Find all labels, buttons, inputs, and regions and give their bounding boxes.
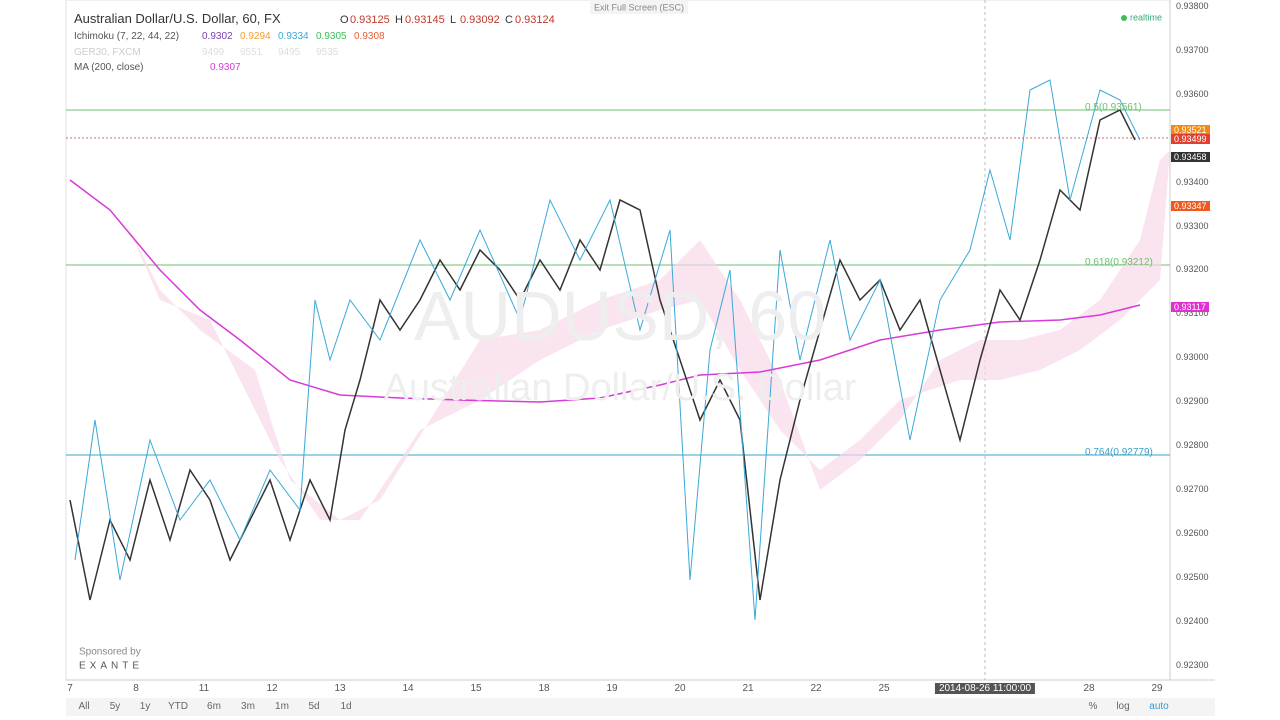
- time-label: 11: [198, 683, 210, 694]
- price-badge: 0.93458: [1171, 152, 1210, 162]
- time-label: 15: [470, 683, 482, 694]
- time-label: 14: [402, 683, 414, 694]
- time-label: 28: [1083, 683, 1095, 694]
- price-badge: 0.93347: [1171, 201, 1210, 211]
- indicator-value: 0.9308: [354, 31, 385, 42]
- indicator-name[interactable]: GER30, FXCM: [74, 46, 141, 58]
- indicator-value: 0.9302: [202, 31, 233, 42]
- realtime-dot: [1121, 15, 1127, 21]
- ohlc-value: 0.93145: [405, 14, 445, 26]
- option-button[interactable]: log: [1116, 701, 1130, 712]
- time-label: 13: [334, 683, 346, 694]
- ohlc-label: O: [340, 14, 349, 26]
- ohlc-value: 0.93092: [460, 14, 500, 26]
- range-button[interactable]: 5d: [308, 701, 320, 712]
- range-button[interactable]: 1m: [275, 701, 289, 712]
- price-label: 0.93100: [1176, 308, 1209, 319]
- sponsor-caption: Sponsored by: [79, 647, 141, 658]
- indicator-value: 0.9307: [210, 62, 241, 73]
- fib-label: 0.618(0.93212): [1085, 257, 1153, 268]
- time-label: 2014-08-26 11:00:00: [934, 683, 1036, 694]
- range-button[interactable]: 5y: [109, 701, 121, 712]
- price-badge: 0.93117: [1171, 302, 1209, 312]
- time-label: 25: [878, 683, 890, 694]
- price-label: 0.92700: [1176, 483, 1209, 494]
- ohlc-label: C: [505, 14, 513, 26]
- time-label: 29: [1151, 683, 1163, 694]
- ohlc-value: 0.93125: [350, 14, 390, 26]
- price-label: 0.93800: [1176, 1, 1209, 11]
- range-button[interactable]: YTD: [168, 701, 188, 712]
- time-label: 8: [133, 683, 139, 694]
- toolbar: [66, 698, 1215, 716]
- ohlc-value: 0.93124: [515, 14, 555, 26]
- indicator-value: 9499: [202, 46, 225, 58]
- exit-button-bg: [590, 0, 688, 14]
- indicator-name[interactable]: Ichimoku (7, 22, 44, 22): [74, 31, 180, 42]
- time-label: 19: [606, 683, 618, 694]
- price-label: 0.93200: [1176, 264, 1209, 275]
- ohlc-label: L: [450, 14, 457, 26]
- ohlc-label: H: [395, 14, 403, 26]
- time-label: 20: [674, 683, 686, 694]
- price-label: 0.92800: [1176, 440, 1209, 450]
- exit-fullscreen[interactable]: Exit Full Screen (ESC): [594, 2, 684, 12]
- price-candles: [69, 108, 1136, 601]
- option-button[interactable]: auto: [1149, 701, 1169, 712]
- ichimoku-lagging: [74, 79, 1141, 621]
- watermark-symbol: AUDUSD, 60: [414, 277, 826, 355]
- price-badge: 0.93521: [1171, 125, 1210, 135]
- option-button[interactable]: %: [1088, 701, 1098, 712]
- indicator-value: 0.9294: [240, 31, 271, 42]
- indicator-value: 9495: [278, 46, 301, 58]
- indicator-value: 9535: [316, 46, 339, 58]
- time-label: 21: [742, 683, 754, 694]
- price-label: 0.93400: [1176, 176, 1209, 187]
- price-label: 0.92300: [1176, 659, 1209, 670]
- range-button[interactable]: 3m: [241, 701, 255, 712]
- range-button[interactable]: All: [78, 701, 90, 712]
- range-button[interactable]: 1d: [340, 701, 352, 712]
- time-label: 18: [538, 683, 550, 694]
- watermark-description: Australian Dollar/U.S. Dollar: [383, 367, 856, 409]
- price-label: 0.93000: [1176, 352, 1209, 363]
- fib-label: 0.5(0.93561): [1085, 102, 1142, 113]
- range-button[interactable]: 6m: [207, 701, 221, 712]
- price-label: 0.92900: [1176, 396, 1209, 407]
- time-label: 12: [266, 683, 278, 694]
- price-label: 0.92500: [1176, 571, 1209, 582]
- indicator-name[interactable]: MA (200, close): [74, 62, 144, 73]
- price-label: 0.93300: [1176, 220, 1209, 231]
- indicator-value: 0.9305: [316, 31, 347, 42]
- sponsor-brand[interactable]: EXANTE: [79, 661, 143, 672]
- price-label: 0.93700: [1176, 44, 1209, 55]
- price-badge: 0.93499: [1171, 134, 1210, 144]
- range-button[interactable]: 1y: [139, 701, 151, 712]
- price-label: 0.92600: [1176, 527, 1209, 538]
- price-label: 0.92400: [1176, 615, 1209, 626]
- symbol-title: Australian Dollar/U.S. Dollar, 60, FX: [74, 11, 281, 26]
- time-label: 22: [810, 683, 822, 694]
- ma-line: [69, 179, 1141, 403]
- indicator-value: 0.9334: [278, 31, 309, 42]
- time-label: 7: [67, 683, 73, 694]
- realtime: realtime: [1130, 12, 1162, 22]
- indicator-value: 9551: [240, 46, 263, 58]
- price-label: 0.93600: [1176, 88, 1209, 99]
- fib-label: 0.764(0.92779): [1085, 447, 1153, 458]
